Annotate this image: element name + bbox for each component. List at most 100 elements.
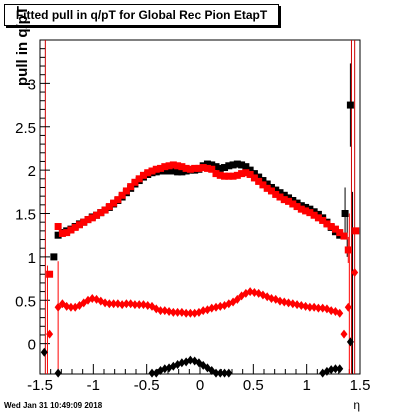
data-point-square	[174, 168, 182, 176]
data-point-diamond	[297, 300, 305, 310]
data-point-diamond	[174, 307, 182, 317]
data-point-square	[341, 210, 349, 218]
data-point-square	[229, 172, 237, 180]
x-tick-label: -0.5	[134, 377, 160, 394]
data-point-square	[242, 163, 250, 171]
x-axis-label: η	[353, 398, 360, 412]
data-point-square	[263, 184, 271, 192]
data-point-square	[54, 223, 62, 231]
data-point-diamond	[351, 267, 359, 277]
data-point-square	[280, 191, 288, 199]
data-point-square	[54, 231, 62, 239]
data-point-diamond	[139, 300, 147, 310]
data-point-diamond	[216, 368, 224, 378]
data-point-diamond	[118, 300, 126, 310]
x-tick-label: 0	[196, 377, 204, 394]
data-point-square	[267, 187, 275, 195]
data-point-diamond	[131, 300, 139, 310]
data-point-square	[276, 189, 284, 197]
data-point-diamond	[169, 307, 177, 317]
data-point-square	[238, 161, 246, 169]
data-point-square	[327, 223, 335, 231]
data-point-square	[80, 218, 88, 226]
data-point-diamond	[186, 308, 194, 318]
data-point-square	[178, 168, 186, 176]
data-point-diamond	[157, 306, 165, 316]
data-point-square	[178, 163, 186, 171]
data-point-square	[314, 214, 322, 222]
data-point-square	[93, 211, 101, 219]
data-point-diamond	[344, 302, 352, 312]
data-point-square	[293, 203, 301, 211]
data-point-diamond	[336, 308, 344, 318]
x-tick-label: 1	[302, 377, 310, 394]
data-point-diamond	[267, 294, 275, 304]
data-point-square	[46, 270, 54, 278]
data-point-diamond	[331, 364, 339, 374]
y-tick-label: 2.5	[15, 120, 36, 137]
data-point-diamond	[127, 299, 135, 309]
data-point-square	[174, 162, 182, 170]
data-point-diamond	[346, 337, 354, 347]
data-point-diamond	[208, 303, 216, 313]
y-axis-label: pull in q/pT	[14, 6, 31, 86]
data-point-square	[144, 169, 152, 177]
data-point-square	[191, 164, 199, 172]
data-point-square	[216, 164, 224, 172]
data-point-square	[310, 211, 318, 219]
data-point-square	[203, 164, 211, 172]
y-tick-label: 1.5	[15, 207, 36, 224]
data-point-diamond	[165, 307, 173, 317]
data-point-diamond	[46, 329, 54, 339]
data-point-square	[272, 186, 280, 194]
data-point-square	[157, 164, 165, 172]
data-point-square	[169, 161, 177, 169]
data-point-square	[161, 167, 169, 175]
data-point-square	[250, 170, 258, 178]
data-point-square	[208, 165, 216, 173]
y-tick-label: 2	[28, 163, 36, 180]
data-point-diamond	[310, 302, 318, 312]
data-point-diamond	[225, 368, 233, 378]
data-point-square	[306, 209, 314, 217]
data-point-square	[225, 172, 233, 180]
data-point-square	[280, 196, 288, 204]
data-point-square	[331, 225, 339, 233]
data-point-diamond	[276, 296, 284, 306]
data-point-square	[238, 170, 246, 178]
data-point-square	[346, 101, 354, 109]
chart-title: Fitted pull in q/pT for Global Rec Pion …	[4, 4, 279, 26]
data-point-square	[216, 171, 224, 179]
data-point-square	[246, 166, 254, 174]
data-point-square	[169, 167, 177, 175]
data-point-square	[221, 172, 229, 180]
data-point-square	[75, 221, 83, 229]
data-point-diamond	[101, 298, 109, 308]
data-point-diamond	[54, 368, 62, 378]
data-point-square	[97, 209, 105, 217]
data-point-diamond	[314, 303, 322, 313]
data-point-diamond	[182, 308, 190, 318]
x-tick-label: -1	[87, 377, 100, 394]
data-point-square	[165, 167, 173, 175]
data-point-square	[84, 216, 92, 224]
data-point-diamond	[340, 329, 348, 339]
data-point-diamond	[148, 368, 156, 378]
data-point-diamond	[336, 364, 344, 374]
data-point-diamond	[122, 299, 130, 309]
data-point-square	[276, 193, 284, 201]
data-point-diamond	[135, 300, 143, 310]
data-point-square	[182, 164, 190, 172]
data-point-diamond	[114, 299, 122, 309]
data-point-square	[110, 199, 118, 207]
data-point-diamond	[327, 306, 335, 316]
data-point-diamond	[199, 306, 207, 316]
data-point-diamond	[327, 365, 335, 375]
data-point-square	[67, 226, 75, 234]
data-point-diamond	[216, 301, 224, 311]
data-point-square	[122, 187, 130, 195]
data-point-square	[114, 196, 122, 204]
data-point-square	[340, 232, 348, 240]
data-point-square	[71, 223, 79, 231]
